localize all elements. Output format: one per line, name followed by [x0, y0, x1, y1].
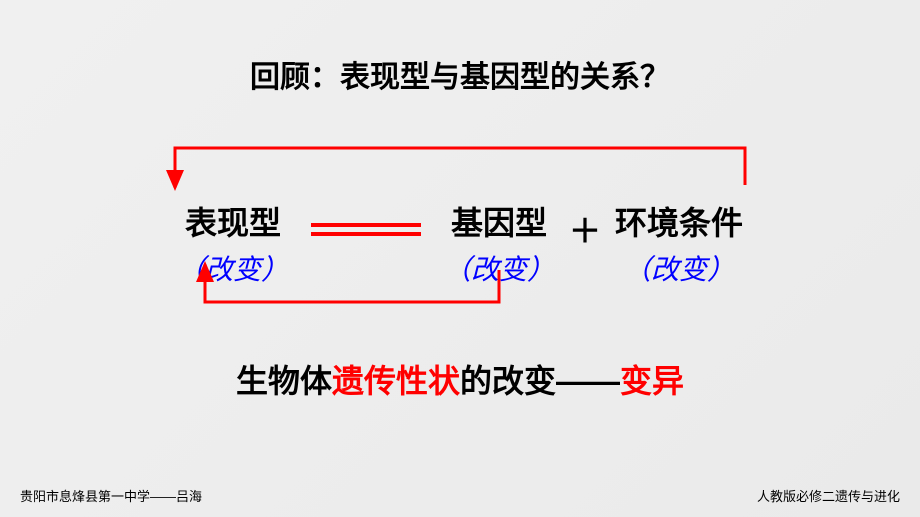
summary-part: 遗传性状 — [332, 363, 460, 399]
eq-bar-2 — [311, 232, 421, 236]
term-genotype-sub: （改变） — [443, 248, 555, 288]
eq-bar-1 — [311, 223, 421, 227]
summary-line: 生物体遗传性状的改变——变异 — [0, 356, 920, 402]
slide-title: 回顾：表现型与基因型的关系？ — [0, 52, 920, 96]
term-environment: 环境条件 （改变） — [615, 198, 743, 288]
equation-row: 表现型 （改变） 基因型 （改变） ＋ 环境条件 （改变） — [0, 198, 920, 288]
term-phenotype: 表现型 （改变） — [177, 198, 289, 288]
footer-right: 人教版必修二遗传与进化 — [757, 486, 900, 505]
term-environment-label: 环境条件 — [615, 205, 743, 241]
term-genotype: 基因型 （改变） — [443, 198, 555, 288]
term-phenotype-label: 表现型 — [185, 205, 281, 241]
footer-left: 贵阳市息烽县第一中学——吕海 — [20, 486, 202, 505]
arrow-top — [175, 148, 745, 188]
summary-part: 变异 — [620, 363, 684, 399]
term-phenotype-sub: （改变） — [177, 248, 289, 288]
title-text: 回顾：表现型与基因型的关系？ — [250, 61, 670, 94]
term-genotype-label: 基因型 — [451, 205, 547, 241]
term-environment-sub: （改变） — [615, 248, 743, 288]
summary-part: 生物体 — [236, 363, 332, 399]
plus-sign: ＋ — [569, 206, 601, 252]
summary-part: 的改变—— — [460, 363, 620, 399]
equals-sign — [311, 218, 421, 241]
